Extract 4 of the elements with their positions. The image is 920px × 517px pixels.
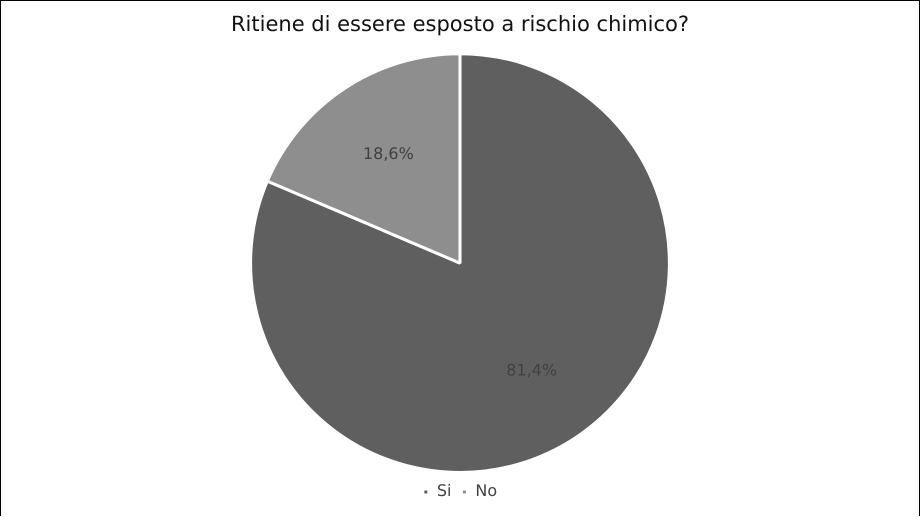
chart-title: Ritiene di essere esposto a rischio chimico? <box>230 12 690 36</box>
legend-label: Si <box>436 481 452 500</box>
legend-label: No <box>475 481 498 500</box>
data-label: 18,6% <box>362 144 414 163</box>
